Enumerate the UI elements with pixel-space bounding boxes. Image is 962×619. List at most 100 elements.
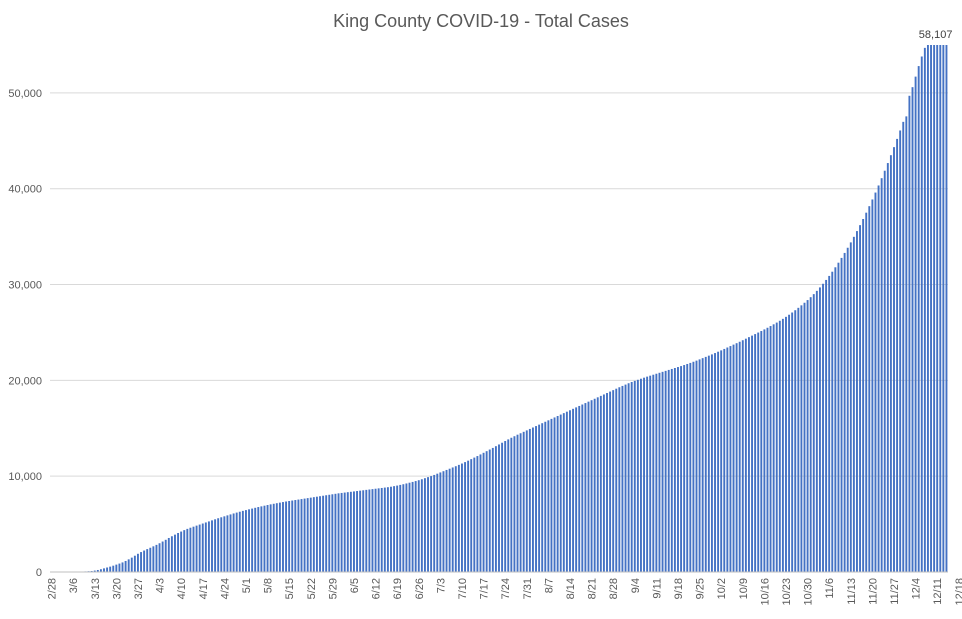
bar (112, 565, 115, 572)
x-tick-label: 10/2 (716, 578, 728, 599)
bar (556, 416, 559, 572)
bar (251, 508, 254, 572)
x-tick-label: 3/27 (133, 578, 145, 599)
bar (652, 374, 655, 572)
bar (889, 155, 892, 572)
x-tick-label: 2/28 (47, 578, 59, 599)
bar (698, 359, 701, 572)
bar (454, 466, 457, 572)
x-tick-label: 9/11 (651, 578, 663, 599)
bar (581, 404, 584, 572)
bar (479, 454, 482, 572)
bar (501, 442, 504, 572)
x-tick-label: 7/3 (435, 578, 447, 593)
x-tick-label: 4/17 (198, 578, 210, 599)
bar (198, 524, 201, 572)
bar (828, 275, 831, 572)
bar (96, 569, 99, 572)
bar (562, 413, 565, 572)
x-tick-label: 4/10 (176, 578, 188, 599)
bar (306, 498, 309, 572)
bar (189, 527, 192, 572)
bars (50, 45, 948, 573)
x-tick-label: 8/14 (565, 578, 577, 599)
bar (822, 283, 824, 572)
bar (748, 337, 750, 572)
bar (726, 347, 729, 572)
bar (923, 47, 926, 573)
bar (584, 403, 587, 572)
bar (831, 271, 834, 572)
bar (322, 495, 325, 572)
x-tick-label: 9/18 (673, 578, 685, 599)
bar (751, 335, 753, 572)
bar (729, 346, 732, 572)
x-tick-label: 11/20 (867, 578, 879, 605)
x-tick-label: 11/6 (824, 578, 836, 599)
bar (439, 472, 442, 572)
bar (939, 45, 942, 572)
x-tick-label: 3/13 (90, 578, 102, 599)
bar (914, 76, 917, 573)
bar (226, 515, 229, 572)
bar (800, 305, 803, 572)
bar (710, 354, 713, 572)
x-tick-label: 9/25 (695, 578, 707, 599)
bar (269, 504, 272, 572)
bar (118, 563, 121, 572)
bar (430, 476, 433, 572)
bar (522, 431, 525, 572)
bar (383, 487, 386, 572)
bar (390, 486, 392, 572)
bar (461, 463, 463, 572)
bar (766, 327, 769, 572)
bar (346, 492, 349, 572)
bar (494, 446, 497, 572)
bar (257, 507, 260, 572)
x-tick-label: 4/24 (219, 578, 231, 599)
bar (754, 334, 757, 572)
bar (405, 483, 408, 572)
bar (683, 365, 686, 572)
bar (920, 56, 923, 572)
bar (677, 367, 679, 572)
bar (899, 130, 902, 572)
bar (633, 380, 636, 572)
x-tick-label: 6/5 (349, 578, 361, 593)
bar (417, 480, 420, 572)
bar (380, 487, 383, 572)
bar (794, 310, 797, 572)
y-tick-label: 50,000 (8, 88, 42, 100)
x-tick-label: 6/26 (414, 578, 426, 599)
bar (933, 45, 936, 572)
bar (883, 170, 886, 572)
bar (781, 318, 784, 572)
bar (337, 493, 340, 572)
bar (353, 491, 355, 572)
bar (695, 360, 698, 572)
bar (386, 487, 389, 572)
bar (340, 492, 343, 572)
chart-title: King County COVID-19 - Total Cases (333, 11, 629, 31)
x-tick-label: 8/21 (587, 578, 599, 599)
bar (207, 521, 210, 572)
x-tick-label: 10/9 (738, 578, 750, 599)
bar (609, 391, 612, 572)
x-axis-ticks: 2/28 3/6 3/13 3/20 3/27 4/3 4/10 4/17 4/24 5/1 5/8… (47, 578, 962, 606)
bar (174, 534, 176, 572)
bar (365, 489, 368, 572)
bar (433, 474, 436, 572)
bar (640, 378, 642, 572)
bar (599, 395, 602, 572)
bar (349, 491, 352, 572)
bar (192, 526, 195, 572)
bar (291, 500, 294, 572)
bar (143, 550, 146, 572)
bar (232, 513, 235, 572)
bar (550, 418, 553, 572)
bar (942, 45, 945, 572)
bar (106, 567, 109, 572)
x-tick-label: 5/8 (263, 578, 275, 593)
bar (235, 512, 238, 572)
bar (362, 490, 365, 572)
